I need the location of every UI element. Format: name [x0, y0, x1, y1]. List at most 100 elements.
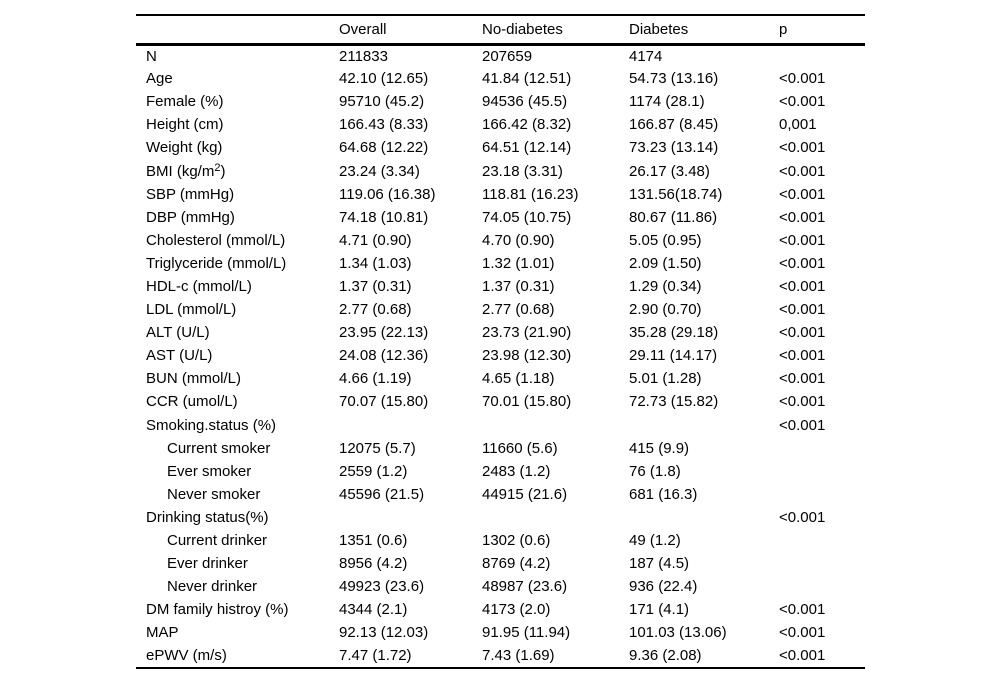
value-overall: 1.34 (1.03)	[339, 254, 412, 272]
row-label: Weight (kg)	[146, 139, 223, 157]
row-label: Ever drinker	[167, 555, 248, 573]
value-overall	[339, 506, 482, 529]
value-overall: 70.07 (15.80)	[339, 393, 429, 411]
value-p: <0.001	[779, 162, 826, 180]
value-p: <0.001	[779, 416, 826, 434]
table-row: Ever smoker 2559 (1.2) 2483 (1.2) 76 (1.8)	[136, 460, 865, 483]
value-overall: 24.08 (12.36)	[339, 347, 429, 365]
table-row: Height (cm) 166.43 (8.33) 166.42 (8.32) 166…	[136, 113, 865, 136]
value-p: <0.001	[779, 277, 826, 295]
col-header-overall: Overall	[339, 15, 482, 46]
value-overall: 4.71 (0.90)	[339, 231, 412, 249]
value-p	[779, 437, 865, 460]
table-row: Drinking status(%) <0.001	[136, 506, 865, 529]
row-label: Current smoker	[167, 439, 271, 457]
table-row: HDL-c (mmol/L) 1.37 (0.31) 1.37 (0.31) 1.29…	[136, 275, 865, 298]
table-row: Weight (kg) 64.68 (12.22) 64.51 (12.14) 73.…	[136, 136, 865, 159]
value-diabetes: 29.11 (14.17)	[629, 347, 718, 365]
row-label: Height (cm)	[146, 116, 224, 134]
value-p	[779, 552, 865, 575]
value-no-diabetes: 70.01 (15.80)	[482, 393, 572, 411]
baseline-characteristics-table: Overall No-diabetes Diabetes p N 211833 20…	[136, 14, 865, 669]
value-diabetes	[629, 414, 779, 437]
table-row: Smoking.status (%) <0.001	[136, 414, 865, 437]
table-row: Cholesterol (mmol/L) 4.71 (0.90) 4.70 (0.9…	[136, 229, 865, 252]
row-label: MAP	[146, 624, 179, 642]
value-no-diabetes: 4.70 (0.90)	[482, 231, 555, 249]
value-p: <0.001	[779, 370, 826, 388]
col-header-no-diabetes: No-diabetes	[482, 15, 629, 46]
value-no-diabetes: 8769 (4.2)	[482, 555, 551, 573]
value-no-diabetes: 94536 (45.5)	[482, 93, 568, 111]
value-p: <0.001	[779, 601, 826, 619]
value-diabetes: 187 (4.5)	[629, 555, 690, 573]
row-label: Never smoker	[167, 485, 261, 503]
row-label: Smoking.status (%)	[146, 416, 277, 434]
row-label: CCR (umol/L)	[146, 393, 238, 411]
value-diabetes: 4174	[629, 47, 663, 65]
row-label: BMI (kg/m2)	[146, 161, 226, 180]
table-row: ePWV (m/s) 7.47 (1.72) 7.43 (1.69) 9.36 (2.…	[136, 644, 865, 667]
value-overall: 166.43 (8.33)	[339, 116, 429, 134]
value-overall: 49923 (23.6)	[339, 578, 425, 596]
value-overall: 7.47 (1.72)	[339, 646, 412, 664]
value-diabetes: 2.90 (0.70)	[629, 301, 702, 319]
value-no-diabetes: 23.98 (12.30)	[482, 347, 572, 365]
value-p: 0,001	[779, 116, 817, 134]
table-row: CCR (umol/L) 70.07 (15.80) 70.01 (15.80) 72…	[136, 390, 865, 413]
value-diabetes: 5.01 (1.28)	[629, 370, 702, 388]
value-overall: 211833	[339, 47, 388, 65]
value-diabetes: 35.28 (29.18)	[629, 324, 719, 342]
value-no-diabetes	[482, 506, 629, 529]
table-row: Triglyceride (mmol/L) 1.34 (1.03) 1.32 (1.…	[136, 252, 865, 275]
row-label: DM family histroy (%)	[146, 601, 289, 619]
table-row: DBP (mmHg) 74.18 (10.81) 74.05 (10.75) 80.6…	[136, 206, 865, 229]
value-overall: 1.37 (0.31)	[339, 277, 412, 295]
value-overall: 95710 (45.2)	[339, 93, 425, 111]
value-p: <0.001	[779, 624, 826, 642]
value-p	[779, 44, 865, 67]
row-label: HDL-c (mmol/L)	[146, 277, 252, 295]
value-p: <0.001	[779, 324, 826, 342]
row-label: Drinking status(%)	[146, 508, 269, 526]
value-diabetes: 9.36 (2.08)	[629, 646, 702, 664]
value-diabetes: 73.23 (13.14)	[629, 139, 719, 157]
value-overall	[339, 414, 482, 437]
value-diabetes: 80.67 (11.86)	[629, 208, 718, 226]
header-row: Overall No-diabetes Diabetes p	[136, 15, 865, 46]
value-p: <0.001	[779, 347, 826, 365]
row-label: ePWV (m/s)	[146, 646, 227, 664]
baseline-characteristics-table-container: Overall No-diabetes Diabetes p N 211833 20…	[136, 14, 865, 669]
table-row: SBP (mmHg) 119.06 (16.38) 118.81 (16.23) 13…	[136, 183, 865, 206]
value-overall: 1351 (0.6)	[339, 532, 408, 550]
value-diabetes: 166.87 (8.45)	[629, 116, 719, 134]
col-header-p: p	[779, 15, 865, 46]
value-overall: 74.18 (10.81)	[339, 208, 429, 226]
value-diabetes: 936 (22.4)	[629, 578, 698, 596]
value-p	[779, 529, 865, 552]
value-no-diabetes	[482, 414, 629, 437]
table-row: LDL (mmol/L) 2.77 (0.68) 2.77 (0.68) 2.90 (…	[136, 298, 865, 321]
value-p: <0.001	[779, 301, 826, 319]
value-diabetes: 49 (1.2)	[629, 532, 681, 550]
value-overall: 2559 (1.2)	[339, 462, 408, 480]
table-row: ALT (U/L) 23.95 (22.13) 23.73 (21.90) 35.28…	[136, 321, 865, 344]
table-row: Ever drinker 8956 (4.2) 8769 (4.2) 187 (4.5…	[136, 552, 865, 575]
value-diabetes: 101.03 (13.06)	[629, 624, 727, 642]
table-row: Never smoker 45596 (21.5) 44915 (21.6) 681 …	[136, 483, 865, 506]
value-overall: 92.13 (12.03)	[339, 624, 429, 642]
table-row: BMI (kg/m2) 23.24 (3.34) 23.18 (3.31) 26.17…	[136, 159, 865, 182]
table-row: DM family histroy (%) 4344 (2.1) 4173 (2.0…	[136, 598, 865, 621]
value-overall: 4.66 (1.19)	[339, 370, 412, 388]
value-overall: 45596 (21.5)	[339, 485, 425, 503]
value-p: <0.001	[779, 139, 826, 157]
value-no-diabetes: 41.84 (12.51)	[482, 70, 572, 88]
row-label: Cholesterol (mmol/L)	[146, 231, 286, 249]
table-row: Never drinker 49923 (23.6) 48987 (23.6) 936…	[136, 575, 865, 598]
value-no-diabetes: 1.37 (0.31)	[482, 277, 555, 295]
value-diabetes: 2.09 (1.50)	[629, 254, 702, 272]
value-p: <0.001	[779, 393, 826, 411]
table-row: Current drinker 1351 (0.6) 1302 (0.6) 49 (1…	[136, 529, 865, 552]
row-label: BUN (mmol/L)	[146, 370, 242, 388]
value-overall: 64.68 (12.22)	[339, 139, 429, 157]
